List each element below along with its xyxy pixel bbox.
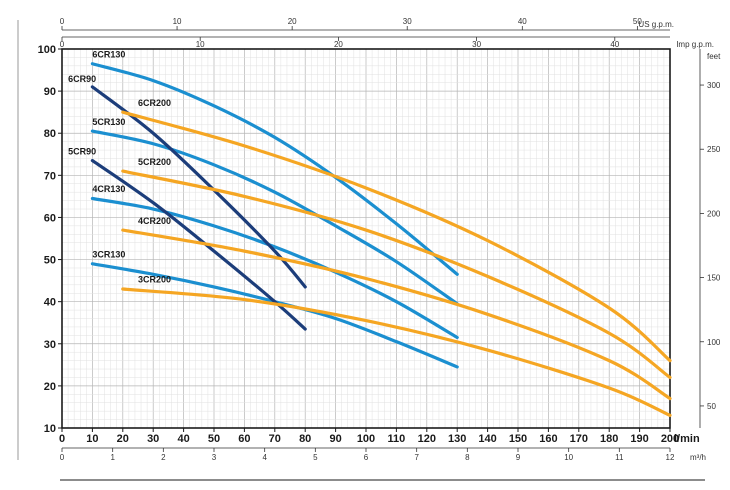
imp-gpm-tick-label: 30	[472, 40, 481, 49]
series-line-6cr130	[90, 62, 459, 276]
series-label-3cr200: 3CR200	[138, 275, 171, 285]
x-tick-label: 130	[448, 433, 466, 445]
y-tick-label: 70	[44, 170, 56, 182]
y-tick-label: 40	[44, 297, 56, 309]
series-label-5cr130: 5CR130	[92, 117, 125, 127]
series-line-4cr200	[121, 228, 672, 401]
x-tick-label: 30	[147, 433, 159, 445]
x-tick-label: 190	[630, 433, 648, 445]
y-tick-label: 20	[44, 381, 56, 393]
m3h-tick-label: 7	[414, 453, 419, 462]
y-tick-label: 90	[44, 86, 56, 98]
feet-tick-label: 50	[707, 402, 716, 411]
us-gpm-tick-label: 10	[173, 17, 182, 26]
x-tick-label: 70	[269, 433, 281, 445]
x-tick-label: 150	[509, 433, 527, 445]
imp-gpm-tick-label: 10	[196, 40, 205, 49]
series-label-4cr200: 4CR200	[138, 216, 171, 226]
series-label-4cr130: 4CR130	[92, 184, 125, 194]
series-label-5cr200: 5CR200	[138, 157, 171, 167]
m3h-tick-label: 9	[516, 453, 521, 462]
feet-tick-label: 150	[707, 274, 721, 283]
m3h-tick-label: 6	[364, 453, 369, 462]
imp-gpm-tick-label: 20	[334, 40, 343, 49]
series-line-5cr200	[121, 169, 672, 380]
x-tick-label: 90	[329, 433, 341, 445]
y-tick-label: 30	[44, 339, 56, 351]
m3h-tick-label: 2	[161, 453, 166, 462]
series-line-3cr200	[121, 287, 672, 417]
x-tick-label: 0	[59, 433, 65, 445]
x-tick-label: 40	[177, 433, 189, 445]
x-tick-label: 110	[388, 433, 406, 445]
y-tick-label: 50	[44, 255, 56, 267]
m3h-tick-label: 12	[666, 453, 675, 462]
x-tick-label: 160	[539, 433, 557, 445]
series-label-5cr90: 5CR90	[68, 146, 96, 156]
series-label-6cr90: 6CR90	[68, 74, 96, 84]
y-tick-label: 60	[44, 212, 56, 224]
m3h-tick-label: 1	[110, 453, 115, 462]
m3h-tick-label: 5	[313, 453, 318, 462]
series-label-6cr130: 6CR130	[92, 49, 125, 59]
m3h-tick-label: 8	[465, 453, 470, 462]
series-line-4cr130	[90, 196, 459, 340]
x-tick-label: 180	[600, 433, 618, 445]
imp-gpm-tick-label: 0	[60, 40, 65, 49]
m3h-tick-label: 3	[212, 453, 217, 462]
x-tick-label: 200	[661, 433, 679, 445]
us-gpm-tick-label: 20	[288, 17, 297, 26]
x-tick-label: 120	[418, 433, 436, 445]
series-labels: 6CR130 6CR90 6CR200 5CR130 5CR90 5CR200 4CR130…	[68, 49, 171, 284]
x-axis-unit: l/min	[674, 433, 700, 445]
x-tick-label: 140	[478, 433, 496, 445]
x-tick-label: 100	[357, 433, 375, 445]
series-line-6cr200	[121, 110, 672, 363]
m3h-unit: m³/h	[690, 453, 706, 462]
x-tick-label: 50	[208, 433, 220, 445]
series-lines	[90, 62, 672, 417]
series-line-5cr90	[90, 158, 307, 331]
us-gpm-unit: US g.p.m.	[638, 20, 674, 29]
y-tick-label: 10	[44, 423, 56, 435]
series-label-3cr130: 3CR130	[92, 249, 125, 259]
m3h-tick-label: 0	[60, 453, 65, 462]
feet-tick-label: 200	[707, 209, 721, 218]
feet-axis-unit: feet	[707, 52, 721, 61]
x-tick-label: 10	[86, 433, 98, 445]
x-tick-label: 80	[299, 433, 311, 445]
us-gpm-tick-label: 30	[403, 17, 412, 26]
us-gpm-tick-label: 50	[633, 17, 642, 26]
feet-tick-label: 300	[707, 81, 721, 90]
feet-tick-label: 100	[707, 338, 721, 347]
us-gpm-tick-label: 0	[60, 17, 65, 26]
y-tick-label: 100	[38, 44, 56, 56]
series-label-6cr200: 6CR200	[138, 98, 171, 108]
m3h-tick-label: 4	[262, 453, 267, 462]
x-tick-label: 60	[238, 433, 250, 445]
imp-gpm-unit: Imp g.p.m.	[676, 40, 714, 49]
m3h-tick-label: 10	[564, 453, 573, 462]
series-line-5cr130	[90, 129, 459, 306]
us-gpm-tick-label: 40	[518, 17, 527, 26]
y-tick-label: 80	[44, 128, 56, 140]
x-tick-label: 20	[117, 433, 129, 445]
feet-tick-label: 250	[707, 145, 721, 154]
imp-gpm-tick-label: 40	[610, 40, 619, 49]
m3h-tick-label: 11	[615, 453, 624, 462]
x-tick-label: 170	[570, 433, 588, 445]
